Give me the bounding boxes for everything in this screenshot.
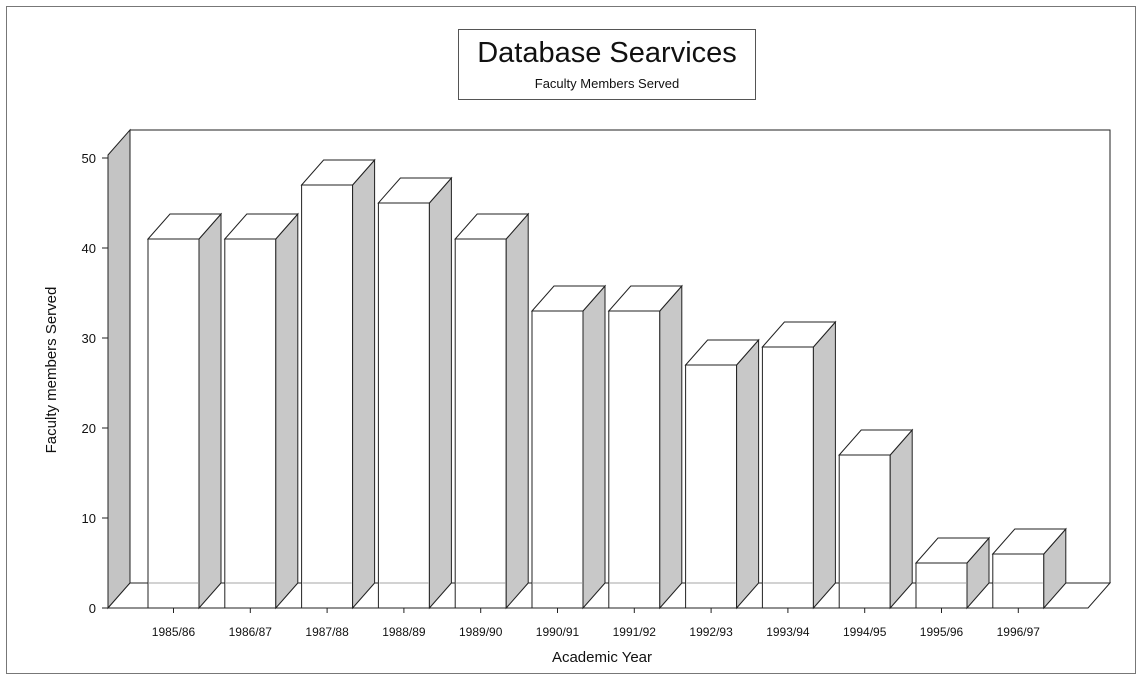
bar-front [992,553,1045,609]
bar [991,527,1067,610]
x-tick-label: 1992/93 [689,625,733,639]
chart-title: Database Searvices [477,37,737,69]
x-tick-label: 1990/91 [536,625,580,639]
y-tick-label: 50 [82,151,96,166]
left-wall [107,128,131,610]
bar [454,212,530,610]
bar-front [838,454,891,609]
bar [838,428,914,610]
bar-top [838,429,914,456]
y-tick-label: 20 [82,421,96,436]
bar [914,536,991,610]
bar-front [224,238,277,609]
x-tick-label: 1991/92 [613,625,657,639]
bar-side [812,320,836,610]
x-tick-label: 1987/88 [305,625,349,639]
bar-front [531,310,584,609]
bar-front [915,562,968,609]
y-tick-label: 0 [89,601,96,616]
x-tick-label: 1993/94 [766,625,810,639]
bar [377,176,453,610]
bar-front [761,346,814,609]
bar-front [377,202,430,609]
bar-top [607,285,683,312]
x-tick-label: 1989/90 [459,625,503,639]
bar-top [530,285,607,312]
x-axis-label: Academic Year [552,649,652,666]
chart-subtitle: Faculty Members Served [534,76,680,91]
bar-front [608,310,661,609]
y-axis: 0 10 20 30 40 50 [82,151,109,616]
bar-front [301,184,354,609]
bar-front [454,238,507,609]
x-tick-label: 1994/95 [843,625,887,639]
bar [146,212,223,610]
bar [684,338,760,610]
y-tick-label: 30 [82,331,96,346]
bar [300,158,376,610]
bar-top [146,213,223,240]
x-axis: 1985/86 1986/87 1987/88 1988/89 1989/90 1990/… [152,608,1041,639]
bar-side [428,176,452,610]
bar-side [582,284,606,610]
bar [530,284,607,610]
bar-side [505,212,529,610]
x-tick-label: 1985/86 [152,625,196,639]
bar-front [685,364,738,609]
bar-top [991,528,1067,555]
bar-top [684,339,760,366]
bar-top [223,213,299,240]
y-axis-label: Faculty members Served [43,287,60,454]
x-tick-label: 1986/87 [229,625,273,639]
bar-side [198,212,222,610]
bar-front [147,238,200,609]
bar-top [300,159,376,186]
x-tick-label: 1988/89 [382,625,426,639]
bar [761,320,837,610]
y-tick-label: 10 [82,511,96,526]
bar-side [736,338,760,610]
chart-frame [6,6,1136,674]
bar-top [914,537,991,564]
bar-top [454,213,530,240]
x-tick-label: 1996/97 [997,625,1041,639]
bar [607,284,683,610]
bar-side [275,212,299,610]
bars [146,158,1067,610]
bar-top [377,177,453,204]
bar-side [659,284,683,610]
bar-side [352,158,376,610]
chart-title-box: Database Searvices Faculty Members Serve… [458,29,756,100]
bar [223,212,299,610]
back-wall [130,129,1111,583]
x-tick-label: 1995/96 [920,625,964,639]
bar-top [761,321,837,348]
y-tick-label: 40 [82,241,96,256]
bar-side [889,428,913,610]
